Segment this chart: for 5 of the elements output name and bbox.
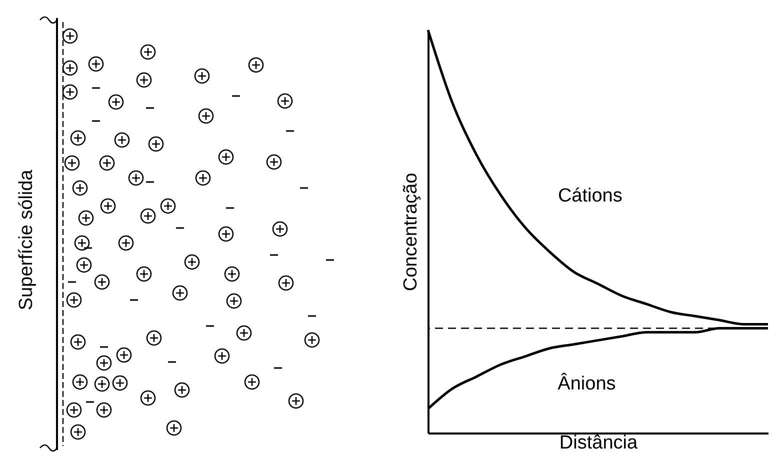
text: Superfície sólida — [16, 169, 37, 310]
series-label: Ânions — [558, 372, 616, 394]
x-axis-title: Distância — [559, 432, 638, 454]
y-axis-title: Concentração — [400, 172, 422, 292]
text: Cátions — [558, 185, 622, 206]
